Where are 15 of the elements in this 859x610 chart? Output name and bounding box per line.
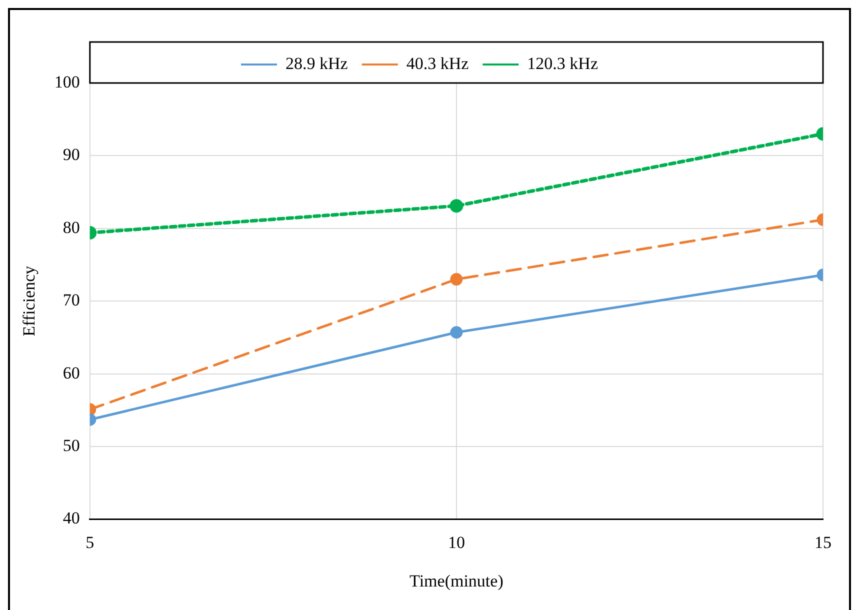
y-tick-label: 50 — [62, 436, 80, 455]
y-tick-label: 40 — [62, 508, 80, 528]
x-tick-label: 15 — [814, 532, 832, 552]
y-axis-title: Efficiency — [20, 265, 39, 336]
x-tick-label: 5 — [86, 532, 94, 552]
x-axis-title: Time(minute) — [410, 571, 504, 590]
x-tick-label: 10 — [448, 532, 465, 552]
legend-label: 40.3 kHz — [406, 54, 470, 73]
y-tick-label: 100 — [54, 72, 80, 92]
legend-label: 28.9 kHz — [286, 54, 348, 73]
legend-label: 120.3 kHz — [527, 54, 598, 73]
y-tick-label: 70 — [62, 290, 80, 310]
y-tick-label: 90 — [62, 145, 80, 164]
y-tick-label: 60 — [62, 363, 80, 382]
y-tick-label: 80 — [62, 218, 80, 237]
